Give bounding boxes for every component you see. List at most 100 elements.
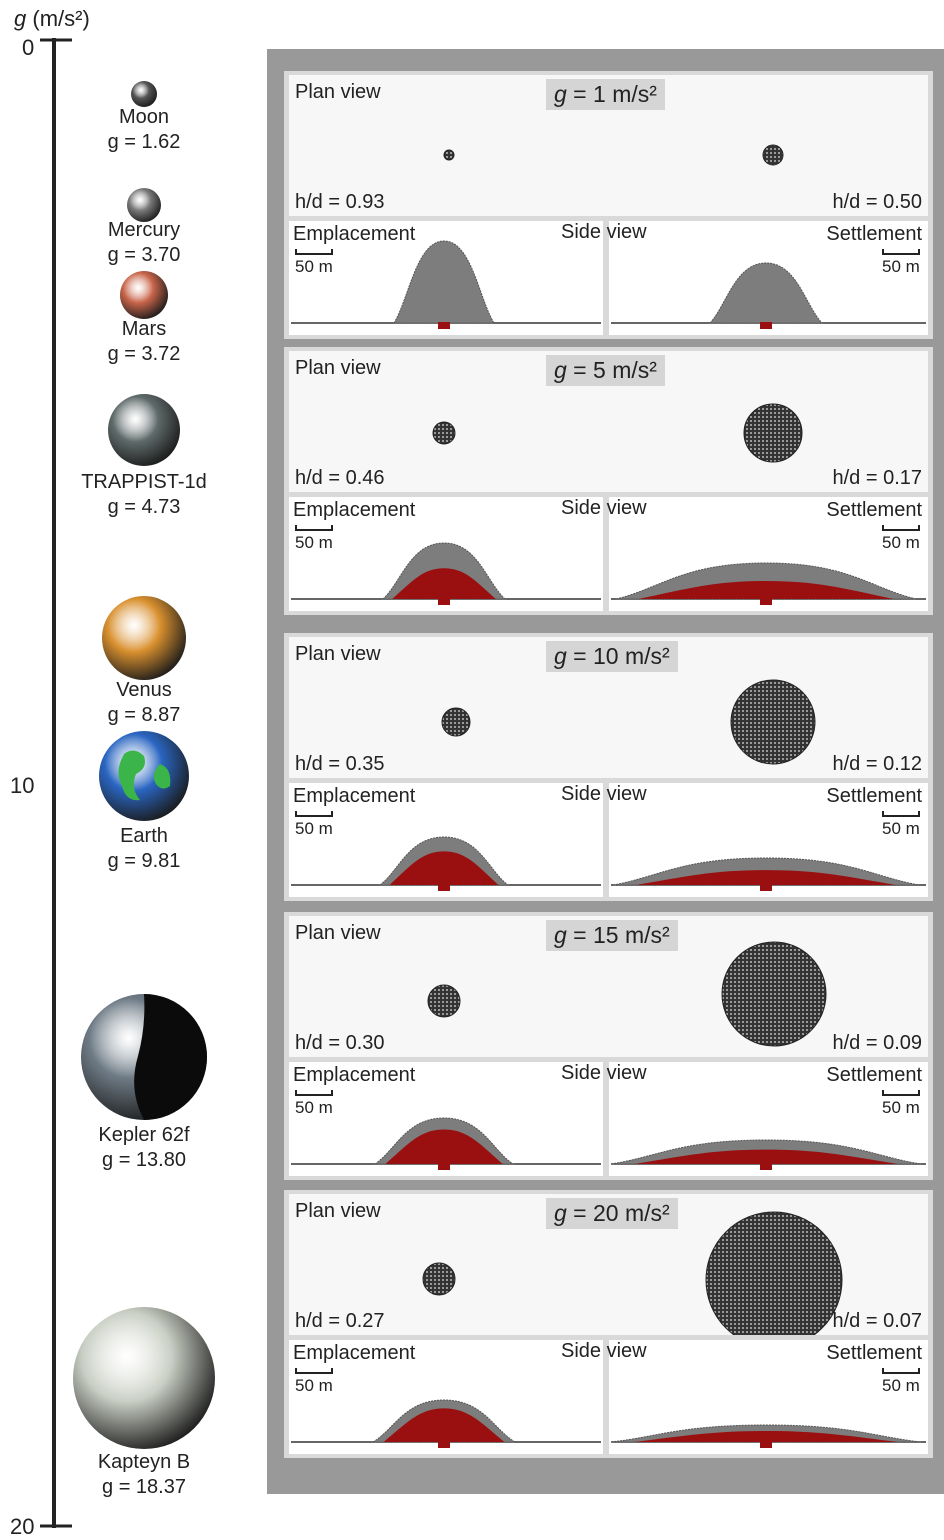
scale-bar-left: 50 m <box>295 1090 333 1118</box>
axis-tick-label-0: 0 <box>22 35 35 60</box>
planet-label-kepler-62f: Kepler 62f g = 13.80 <box>59 1123 229 1173</box>
emplacement-deposit-core <box>392 568 496 599</box>
gravity-case-block-3: Plan view g = 10 m/s² h/d = 0.35 h/d = 0… <box>284 633 933 901</box>
gravity-value-label: g = 15 m/s² <box>546 920 678 951</box>
settlement-label: Settlement <box>826 1064 922 1086</box>
planet-name: Kepler 62f <box>98 1124 190 1146</box>
gravity-axis <box>40 38 72 1528</box>
hd-settlement: h/d = 0.07 <box>832 1310 922 1332</box>
planet-name: Mars <box>121 318 167 340</box>
hd-settlement: h/d = 0.12 <box>832 753 922 775</box>
settlement-deposit-core <box>634 1149 898 1164</box>
gravity-value-label: g = 1 m/s² <box>546 79 665 110</box>
emplacement-vent <box>438 884 450 891</box>
settlement-vent <box>760 1441 772 1448</box>
settlement-vent <box>760 884 772 891</box>
simulation-panel: Plan view g = 1 m/s² h/d = 0.93 h/d = 0.… <box>267 49 944 1494</box>
hd-emplacement: h/d = 0.35 <box>295 753 385 775</box>
side-view-settlement-panel: Settlement 50 m <box>609 1062 928 1176</box>
planet-gravity: g = 18.37 <box>102 1476 186 1498</box>
side-view-label: Side view <box>561 497 647 519</box>
settlement-vent <box>760 322 772 329</box>
plan-view-deposits <box>443 144 784 166</box>
settlement-deposit-core <box>634 1430 898 1442</box>
hd-emplacement: h/d = 0.93 <box>295 191 385 213</box>
scale-bar-icon <box>882 249 920 255</box>
planet-label-mars: Mars g = 3.72 <box>59 317 229 367</box>
plan-view-panel: Plan view g = 20 m/s² h/d = 0.27 h/d = 0… <box>289 1194 928 1335</box>
gravity-value-label: g = 10 m/s² <box>546 641 678 672</box>
plan-view-panel: Plan view g = 5 m/s² h/d = 0.46 h/d = 0.… <box>289 351 928 492</box>
scale-bar-right: 50 m <box>882 525 920 553</box>
scale-bar-icon <box>882 1090 920 1096</box>
gravity-value-label: g = 20 m/s² <box>546 1198 678 1229</box>
planet-gravity: g = 3.70 <box>107 244 181 266</box>
side-view-label: Side view <box>561 221 647 243</box>
hd-settlement: h/d = 0.09 <box>832 1032 922 1054</box>
side-view-settlement-panel: Settlement 50 m <box>609 221 928 335</box>
scale-bar-icon <box>295 249 333 255</box>
settlement-deposit <box>611 262 926 329</box>
emplacement-deposit <box>291 240 601 329</box>
plan-view-panel: Plan view g = 1 m/s² h/d = 0.93 h/d = 0.… <box>289 75 928 216</box>
scale-bar-right: 50 m <box>882 249 920 277</box>
plan-view-label: Plan view <box>295 643 381 665</box>
settlement-deposit <box>610 1139 926 1170</box>
planet-trappist-1d-image <box>108 394 180 466</box>
scale-bar-left: 50 m <box>295 1368 333 1396</box>
emplacement-deposit-outer <box>393 240 495 324</box>
emplacement-deposit <box>291 1399 601 1448</box>
planet-moon-image <box>131 81 157 107</box>
planet-label-kapteyn-b: Kapteyn B g = 18.37 <box>59 1450 229 1500</box>
emplacement-vent <box>438 1163 450 1170</box>
plan-view-panel: Plan view g = 15 m/s² h/d = 0.30 h/d = 0… <box>289 916 928 1057</box>
side-view-label: Side view <box>561 1340 647 1362</box>
side-view-emplacement-panel: Emplacement 50 m <box>289 221 603 335</box>
scale-bar-left: 50 m <box>295 811 333 839</box>
planet-gravity: g = 1.62 <box>107 131 181 153</box>
plan-view-panel: Plan view g = 10 m/s² h/d = 0.35 h/d = 0… <box>289 637 928 778</box>
plan-left-deposit-icon <box>443 149 455 161</box>
planet-earth-image <box>99 731 189 821</box>
side-view-emplacement-panel: Emplacement 50 m <box>289 1062 603 1176</box>
planet-gravity: g = 13.80 <box>102 1149 186 1171</box>
settlement-vent <box>760 598 772 605</box>
emplacement-label: Emplacement <box>293 223 416 245</box>
hd-emplacement: h/d = 0.30 <box>295 1032 385 1054</box>
plan-view-deposits <box>432 403 803 463</box>
emplacement-label: Emplacement <box>293 1342 416 1364</box>
settlement-vent <box>760 1163 772 1170</box>
planet-kapteyn-b-image <box>73 1307 215 1449</box>
planet-label-venus: Venus g = 8.87 <box>59 678 229 728</box>
gravity-case-block-1: Plan view g = 1 m/s² h/d = 0.93 h/d = 0.… <box>284 71 933 339</box>
plan-left-deposit-icon <box>422 1262 456 1296</box>
planet-name: Moon <box>118 106 170 128</box>
planet-label-trappist-1d: TRAPPIST-1d g = 4.73 <box>59 470 229 520</box>
scale-bar-icon <box>882 525 920 531</box>
emplacement-deposit <box>291 836 601 891</box>
scale-bar-right: 50 m <box>882 811 920 839</box>
settlement-label: Settlement <box>826 223 922 245</box>
scale-bar-icon <box>882 811 920 817</box>
emplacement-deposit-core <box>383 1408 505 1442</box>
plan-left-deposit-icon <box>441 707 471 737</box>
hd-settlement: h/d = 0.50 <box>832 191 922 213</box>
axis-tick-label-10: 10 <box>10 773 35 798</box>
settlement-deposit-core <box>638 581 894 599</box>
hd-settlement: h/d = 0.17 <box>832 467 922 489</box>
planet-name: Mercury <box>107 219 181 241</box>
emplacement-deposit <box>291 1117 601 1170</box>
plan-right-deposit-icon <box>743 403 803 463</box>
planet-mars-image <box>120 271 168 319</box>
axis-tick-label-20: 20 <box>10 1514 35 1539</box>
planet-gravity: g = 8.87 <box>107 704 181 726</box>
emplacement-deposit-core <box>385 1129 503 1164</box>
planet-label-moon: Moon g = 1.62 <box>59 105 229 155</box>
gravity-value-label: g = 5 m/s² <box>546 355 665 386</box>
emplacement-vent <box>438 598 450 605</box>
emplacement-vent <box>438 322 450 329</box>
scale-bar-icon <box>295 1368 333 1374</box>
planet-mercury-image <box>127 188 161 222</box>
plan-right-deposit-icon <box>762 144 784 166</box>
plan-view-label: Plan view <box>295 1200 381 1222</box>
